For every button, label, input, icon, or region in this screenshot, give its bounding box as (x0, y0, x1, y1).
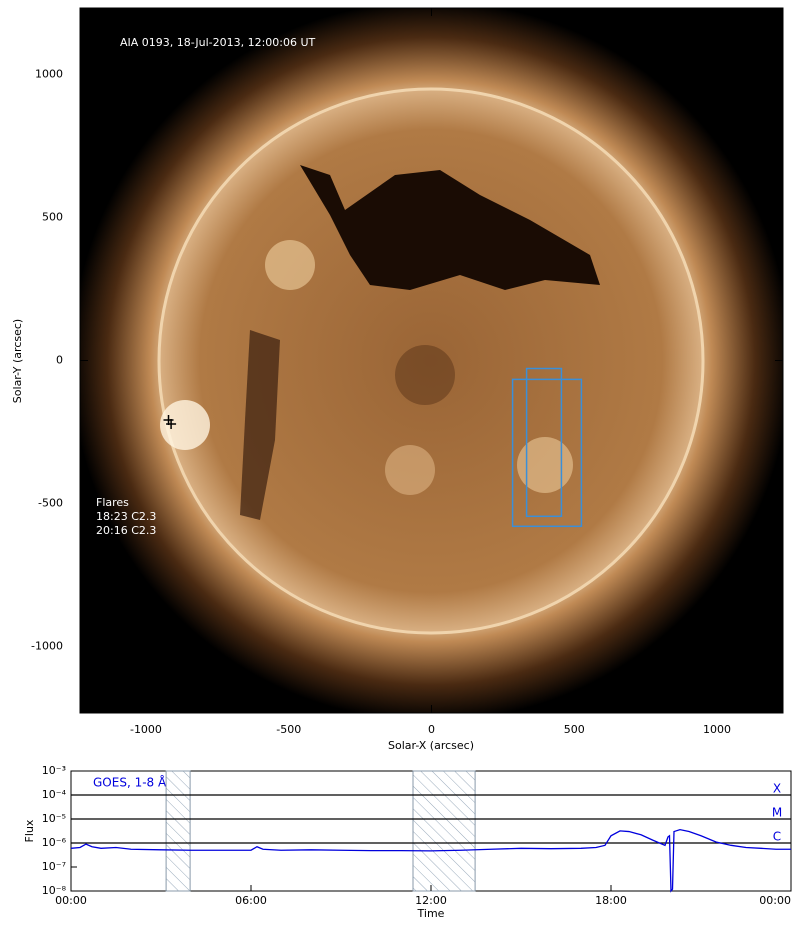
level-label: M (772, 806, 782, 820)
y-tick-label: 0 (56, 354, 63, 367)
level-label: C (773, 830, 781, 844)
x-tick-label: 12:00 (415, 894, 447, 907)
flare-label: 18:23 C2.3 (96, 510, 156, 523)
filament (240, 330, 280, 520)
bright-region (265, 240, 315, 290)
shaded-interval (412, 770, 476, 892)
series-label: GOES, 1-8 Å (93, 775, 167, 790)
bright-region (517, 437, 573, 493)
y-axis-label: Solar-Y (arcsec) (11, 319, 24, 403)
shaded-interval (165, 770, 191, 892)
region-box (525, 367, 563, 518)
flux-line (70, 828, 791, 893)
y-axis-label: Flux (23, 819, 36, 842)
x-axis-label: Solar-X (arcsec) (388, 739, 474, 752)
x-tick-label: 06:00 (235, 894, 267, 907)
x-tick-label: 500 (564, 723, 585, 736)
region-box (511, 378, 583, 528)
bright-region (385, 445, 435, 495)
dark-region (395, 345, 455, 405)
y-tick-label: 1000 (35, 68, 63, 81)
x-tick-label: -1000 (130, 723, 162, 736)
y-tick-label: -500 (38, 496, 63, 509)
image-title: AIA 0193, 18-Jul-2013, 12:00:06 UT (120, 36, 316, 49)
y-tick-label: 500 (42, 211, 63, 224)
bright-region (160, 400, 210, 450)
y-tick-label: 10⁻⁸ (42, 884, 67, 897)
y-tick-label: 10⁻⁵ (42, 812, 66, 825)
x-tick-label: 18:00 (595, 894, 627, 907)
y-tick-label: 10⁻⁴ (42, 788, 67, 801)
flare-marker (166, 418, 177, 429)
x-tick-label: 00:00 (55, 894, 87, 907)
level-label: X (773, 782, 781, 796)
x-tick-label: 00:00 (759, 894, 791, 907)
y-tick-label: -1000 (31, 639, 63, 652)
solar-image (80, 8, 783, 713)
y-tick-label: 10⁻⁷ (42, 860, 66, 873)
x-tick-label: 1000 (703, 723, 731, 736)
y-tick-label: 10⁻⁶ (42, 836, 67, 849)
flare-label: 20:16 C2.3 (96, 524, 156, 537)
x-axis-label: Time (417, 907, 445, 920)
x-tick-label: -500 (276, 723, 301, 736)
x-tick-label: 0 (428, 723, 435, 736)
flares-heading: Flares (96, 496, 129, 509)
coronal-hole (300, 165, 600, 290)
y-tick-label: 10⁻³ (42, 764, 66, 777)
